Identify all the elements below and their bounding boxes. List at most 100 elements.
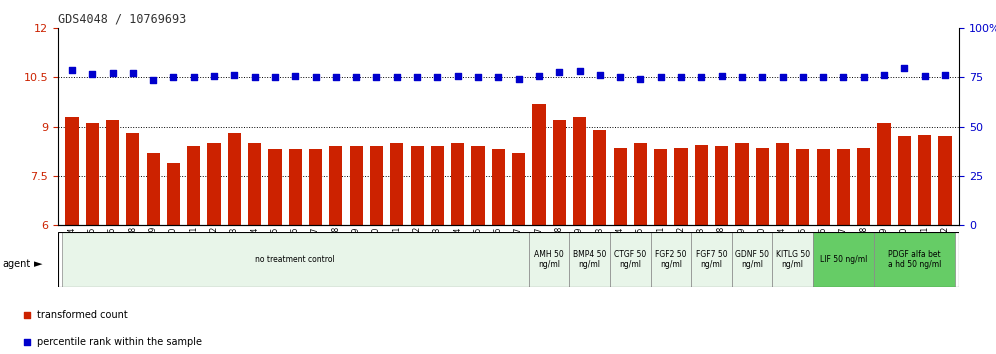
Bar xyxy=(268,149,282,225)
Point xyxy=(490,75,506,80)
Bar xyxy=(570,232,610,287)
Point xyxy=(896,65,912,71)
Point xyxy=(409,74,425,80)
Bar xyxy=(62,232,529,287)
Point xyxy=(349,74,365,80)
Bar xyxy=(228,133,241,225)
Bar xyxy=(126,133,139,225)
Point xyxy=(632,76,648,81)
Text: transformed count: transformed count xyxy=(38,310,128,320)
Point xyxy=(673,74,689,80)
Point xyxy=(937,73,953,78)
Text: BMP4 50
ng/ml: BMP4 50 ng/ml xyxy=(573,250,607,269)
Point xyxy=(186,74,202,80)
Bar xyxy=(146,153,159,225)
Point xyxy=(85,71,101,76)
Point xyxy=(328,74,344,80)
Bar xyxy=(492,149,505,225)
Point xyxy=(329,212,345,217)
Point xyxy=(876,73,892,78)
Bar xyxy=(858,148,871,225)
Point xyxy=(226,73,242,78)
Point xyxy=(308,75,324,80)
Point xyxy=(165,75,181,80)
Bar xyxy=(451,143,464,225)
Point xyxy=(105,70,121,76)
Bar xyxy=(614,148,626,225)
Point xyxy=(714,74,730,79)
Bar xyxy=(86,123,99,225)
Point xyxy=(836,75,852,80)
Point xyxy=(592,72,608,78)
Text: ►: ► xyxy=(34,259,43,269)
Point xyxy=(267,75,283,80)
Point xyxy=(247,74,263,80)
Text: AMH 50
ng/ml: AMH 50 ng/ml xyxy=(534,250,564,269)
Bar xyxy=(650,232,691,287)
Bar xyxy=(594,130,607,225)
Bar xyxy=(735,143,749,225)
Text: FGF7 50
ng/ml: FGF7 50 ng/ml xyxy=(695,250,727,269)
Bar xyxy=(633,143,647,225)
Point xyxy=(916,74,932,79)
Bar xyxy=(512,153,525,225)
Bar xyxy=(289,149,302,225)
Bar xyxy=(837,149,850,225)
Bar xyxy=(532,104,546,225)
Text: KITLG 50
ng/ml: KITLG 50 ng/ml xyxy=(776,250,810,269)
Point xyxy=(287,74,303,79)
Bar xyxy=(187,146,200,225)
Bar xyxy=(877,123,890,225)
Bar xyxy=(817,149,830,225)
Point xyxy=(450,74,466,79)
Bar xyxy=(691,232,732,287)
Bar xyxy=(471,146,485,225)
Text: agent: agent xyxy=(2,259,30,269)
Bar xyxy=(813,232,873,287)
Bar xyxy=(248,143,261,225)
Bar xyxy=(390,143,403,225)
Bar xyxy=(654,149,667,225)
Point xyxy=(613,74,628,80)
Bar xyxy=(309,149,322,225)
Bar xyxy=(370,146,383,225)
Bar xyxy=(431,146,444,225)
Bar xyxy=(66,117,79,225)
Point xyxy=(815,75,831,80)
Text: GDNF 50
ng/ml: GDNF 50 ng/ml xyxy=(735,250,769,269)
Text: LIF 50 ng/ml: LIF 50 ng/ml xyxy=(820,255,868,264)
Point xyxy=(551,69,567,75)
Point xyxy=(64,67,80,73)
Point xyxy=(388,74,404,80)
Point xyxy=(429,74,445,80)
Point xyxy=(206,74,222,79)
Point xyxy=(511,76,527,81)
Text: no treatment control: no treatment control xyxy=(255,255,336,264)
Bar xyxy=(796,149,810,225)
Bar xyxy=(106,120,120,225)
Bar xyxy=(610,232,650,287)
Bar xyxy=(695,144,708,225)
Bar xyxy=(873,232,955,287)
Bar xyxy=(756,148,769,225)
Bar xyxy=(674,148,687,225)
Bar xyxy=(330,146,343,225)
Point xyxy=(795,74,811,80)
Point xyxy=(572,68,588,74)
Bar xyxy=(529,232,570,287)
Bar xyxy=(938,136,951,225)
Text: percentile rank within the sample: percentile rank within the sample xyxy=(38,337,202,347)
Point xyxy=(754,74,770,80)
Point xyxy=(856,74,872,80)
Point xyxy=(531,74,547,79)
Point xyxy=(652,74,668,80)
Bar xyxy=(732,232,772,287)
Point xyxy=(145,77,161,83)
Bar xyxy=(553,120,566,225)
Bar xyxy=(897,136,911,225)
Bar xyxy=(410,146,423,225)
Point xyxy=(470,74,486,80)
Point xyxy=(693,74,709,80)
Text: CTGF 50
ng/ml: CTGF 50 ng/ml xyxy=(615,250,646,269)
Point xyxy=(775,74,791,80)
